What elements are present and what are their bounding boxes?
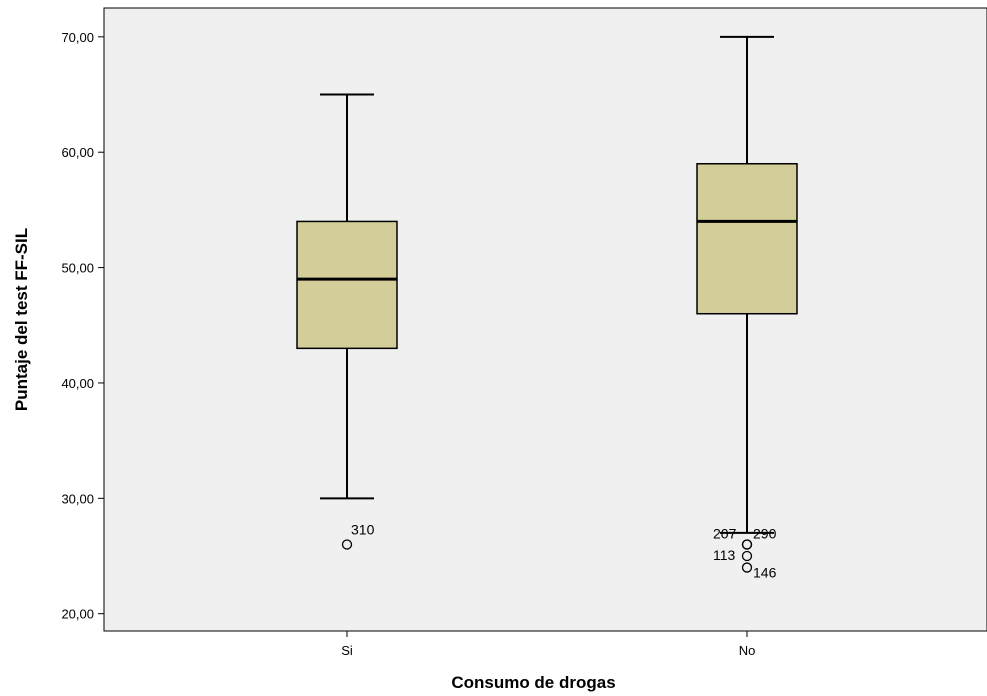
plot-area [103, 7, 987, 632]
x-tick-label: Si [341, 643, 353, 658]
outlier-point [741, 562, 753, 573]
axes: 20,00 30,00 40,00 50,00 60,00 70,00 Si No [61, 30, 755, 658]
outlier-label: 146 [753, 565, 777, 581]
x-tick-label: No [739, 643, 756, 658]
outlier-point [741, 539, 753, 550]
outlier-labels: 310 207 290 113 146 [351, 521, 777, 580]
y-tick-label: 60,00 [61, 145, 94, 160]
outlier-label: 207 [713, 525, 737, 541]
boxes: 310 207 290 113 146 [296, 35, 798, 581]
outlier-label: 113 [713, 547, 736, 563]
y-axis-title: Puntaje del test FF-SIL [12, 228, 31, 411]
outlier-label: 290 [753, 525, 777, 541]
box-group [296, 93, 398, 550]
y-tick-label: 20,00 [61, 607, 94, 622]
x-axis-title: Consumo de drogas [451, 673, 615, 692]
iqr-box [696, 163, 798, 315]
y-tick-label: 30,00 [61, 491, 94, 506]
box-group [696, 35, 798, 573]
y-tick-label: 70,00 [61, 30, 94, 45]
y-tick-label: 50,00 [61, 261, 94, 276]
outlier-point [741, 550, 753, 562]
outlier-label: 310 [351, 521, 375, 537]
y-tick-label: 40,00 [61, 376, 94, 391]
outlier-point [341, 539, 353, 550]
iqr-box [296, 220, 398, 350]
